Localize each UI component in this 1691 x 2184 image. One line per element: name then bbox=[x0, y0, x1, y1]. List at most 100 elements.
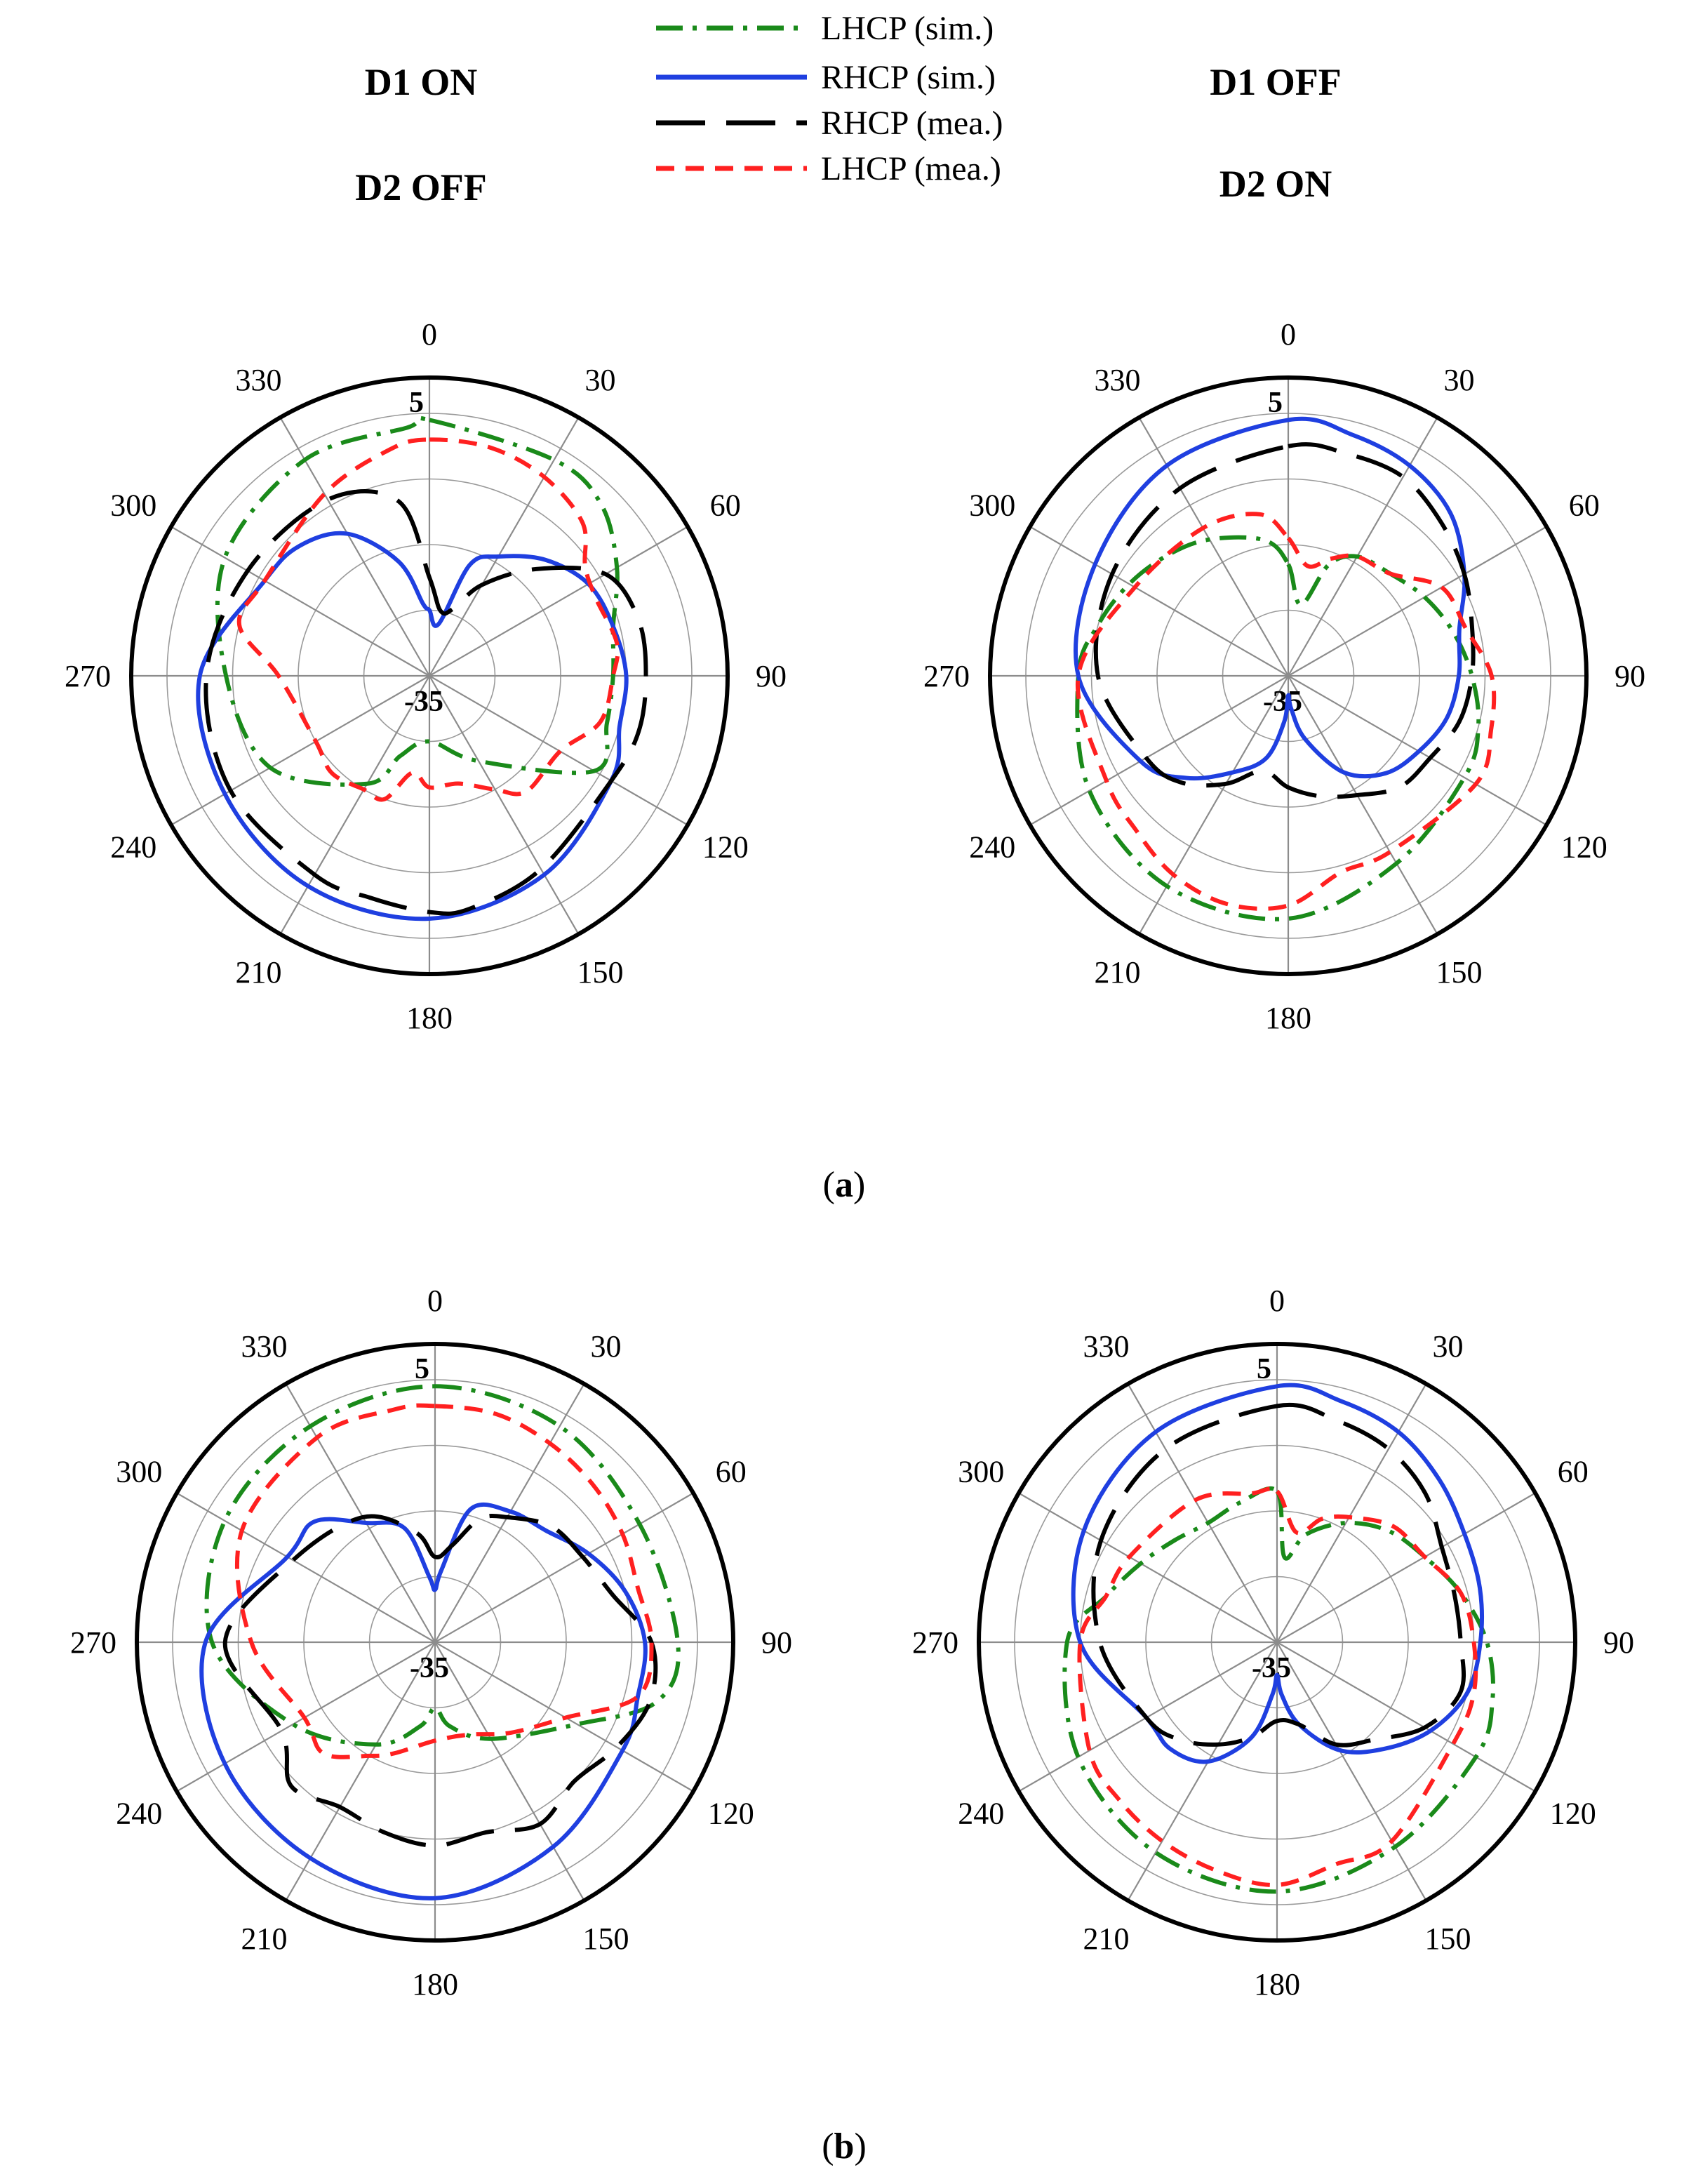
angle-tick-label: 270 bbox=[65, 659, 111, 693]
grid-spoke bbox=[429, 526, 688, 677]
angle-tick-label: 30 bbox=[1444, 363, 1475, 397]
angle-tick-label: 30 bbox=[585, 363, 616, 397]
grid-spoke bbox=[1127, 1383, 1278, 1643]
state-label-d2-off: D2 OFF bbox=[355, 166, 486, 208]
grid-spoke bbox=[1276, 1492, 1536, 1643]
angle-tick-label: 180 bbox=[406, 1001, 453, 1035]
angle-tick-label: 330 bbox=[236, 363, 282, 397]
polar-chart-b-left: 0 30 60 90 120 150 180 210 240 270 300 330 5 -35 bbox=[70, 1284, 792, 2002]
angle-tick-label: 30 bbox=[1433, 1329, 1464, 1364]
angle-tick-label: 150 bbox=[1436, 955, 1483, 990]
angle-tick-label: 0 bbox=[1269, 1284, 1285, 1318]
angle-tick-label: 210 bbox=[1083, 1922, 1130, 1956]
state-label-d1-on: D1 ON bbox=[365, 61, 478, 103]
series-rhcp-sim bbox=[1074, 416, 1467, 781]
angle-tick-label: 0 bbox=[1281, 317, 1296, 352]
series-rhcp-mea bbox=[1091, 1402, 1466, 1747]
angle-tick-label: 0 bbox=[427, 1284, 443, 1318]
legend: LHCP (sim.) RHCP (sim.) RHCP (mea.) LHCP… bbox=[656, 10, 1003, 187]
angle-tick-label: 90 bbox=[1603, 1625, 1634, 1660]
grid-spoke bbox=[1288, 417, 1438, 677]
r-label-min: -35 bbox=[404, 686, 443, 718]
angle-tick-label: 240 bbox=[969, 830, 1015, 865]
grid-spoke bbox=[429, 417, 580, 677]
polar-chart-a-right: 0 30 60 90 120 150 180 210 240 270 300 330 5 -35 bbox=[923, 317, 1645, 1035]
angle-tick-label: 150 bbox=[1425, 1922, 1471, 1956]
angle-tick-label: 90 bbox=[1615, 659, 1645, 693]
grid-spoke bbox=[1276, 1642, 1536, 1792]
angle-tick-label: 180 bbox=[1265, 1001, 1311, 1035]
series-rhcp-mea bbox=[203, 489, 648, 916]
angle-tick-label: 60 bbox=[716, 1455, 747, 1489]
polar-chart-a-left: 0 30 60 90 120 150 180 210 240 270 300 330 5 -35 bbox=[65, 317, 787, 1035]
angle-tick-label: 270 bbox=[912, 1625, 958, 1660]
angle-tick-label: 90 bbox=[761, 1625, 792, 1660]
grid-spoke bbox=[1138, 675, 1289, 935]
outer-circle bbox=[988, 375, 1589, 976]
r-label-max: 5 bbox=[409, 387, 424, 419]
r-label-min: -35 bbox=[1263, 686, 1302, 718]
angle-tick-label: 240 bbox=[958, 1797, 1004, 1831]
r-label-min: -35 bbox=[410, 1652, 449, 1684]
legend-label-rhcp-mea: RHCP (mea.) bbox=[821, 105, 1003, 142]
angle-tick-label: 330 bbox=[241, 1329, 288, 1364]
series-rhcp-mea bbox=[222, 1513, 658, 1848]
series-lhcp-sim bbox=[204, 1384, 681, 1747]
series-rhcp-mea bbox=[1093, 442, 1476, 799]
grid-spoke bbox=[1138, 417, 1289, 677]
angle-tick-label: 0 bbox=[422, 317, 437, 352]
grid-spoke bbox=[171, 526, 430, 677]
legend-label-lhcp-mea: LHCP (mea.) bbox=[821, 150, 1001, 187]
angle-tick-label: 150 bbox=[583, 1922, 629, 1956]
grid-spoke bbox=[1029, 675, 1289, 826]
outer-circle bbox=[135, 1342, 735, 1943]
angle-tick-label: 60 bbox=[710, 488, 741, 523]
r-label-min: -35 bbox=[1252, 1652, 1291, 1684]
series-lhcp-mea bbox=[234, 1403, 654, 1759]
angle-tick-label: 210 bbox=[236, 955, 282, 990]
series-lhcp-mea bbox=[236, 437, 620, 802]
grid-spoke bbox=[434, 1642, 585, 1901]
series-rhcp-sim bbox=[199, 1502, 648, 1900]
angle-tick-label: 300 bbox=[116, 1455, 162, 1489]
angle-tick-label: 270 bbox=[70, 1625, 116, 1660]
grid-spoke bbox=[176, 1492, 436, 1643]
angle-tick-label: 270 bbox=[923, 659, 970, 693]
grid-spoke bbox=[171, 675, 430, 826]
angle-tick-label: 120 bbox=[1550, 1797, 1596, 1831]
series-lhcp-mea bbox=[1077, 1486, 1478, 1887]
caption-a: (a) bbox=[823, 1165, 866, 1205]
grid-spoke bbox=[1127, 1642, 1278, 1901]
angle-tick-label: 150 bbox=[577, 955, 624, 990]
r-label-max: 5 bbox=[1257, 1353, 1271, 1385]
legend-label-rhcp-sim: RHCP (sim.) bbox=[821, 59, 996, 96]
polar-chart-b-right: 0 30 60 90 120 150 180 210 240 270 300 330 5 -35 bbox=[912, 1284, 1634, 2002]
angle-tick-label: 330 bbox=[1083, 1329, 1130, 1364]
grid-spoke bbox=[1288, 675, 1438, 935]
grid-spoke bbox=[1029, 526, 1289, 677]
angle-tick-label: 60 bbox=[1558, 1455, 1589, 1489]
grid-spoke bbox=[1288, 526, 1547, 677]
outer-circle bbox=[129, 375, 730, 976]
grid-spoke bbox=[1276, 1383, 1427, 1643]
angle-tick-label: 180 bbox=[412, 1967, 458, 2002]
series-lhcp-sim bbox=[1075, 535, 1481, 921]
series-rhcp-sim bbox=[196, 531, 629, 921]
angle-tick-label: 120 bbox=[702, 830, 749, 865]
r-label-max: 5 bbox=[415, 1353, 429, 1385]
series-lhcp-mea bbox=[1075, 512, 1497, 911]
angle-tick-label: 300 bbox=[969, 488, 1015, 523]
r-label-max: 5 bbox=[1268, 387, 1283, 419]
grid-spoke bbox=[279, 675, 430, 935]
grid-spoke bbox=[429, 675, 580, 935]
angle-tick-label: 300 bbox=[110, 488, 156, 523]
angle-tick-label: 90 bbox=[756, 659, 787, 693]
grid-spoke bbox=[1018, 1492, 1278, 1643]
angle-tick-label: 120 bbox=[1561, 830, 1608, 865]
angle-tick-label: 240 bbox=[116, 1797, 162, 1831]
angle-tick-label: 330 bbox=[1095, 363, 1141, 397]
outer-circle bbox=[977, 1342, 1577, 1943]
angle-tick-label: 300 bbox=[958, 1455, 1004, 1489]
series-lhcp-sim bbox=[1062, 1486, 1495, 1894]
